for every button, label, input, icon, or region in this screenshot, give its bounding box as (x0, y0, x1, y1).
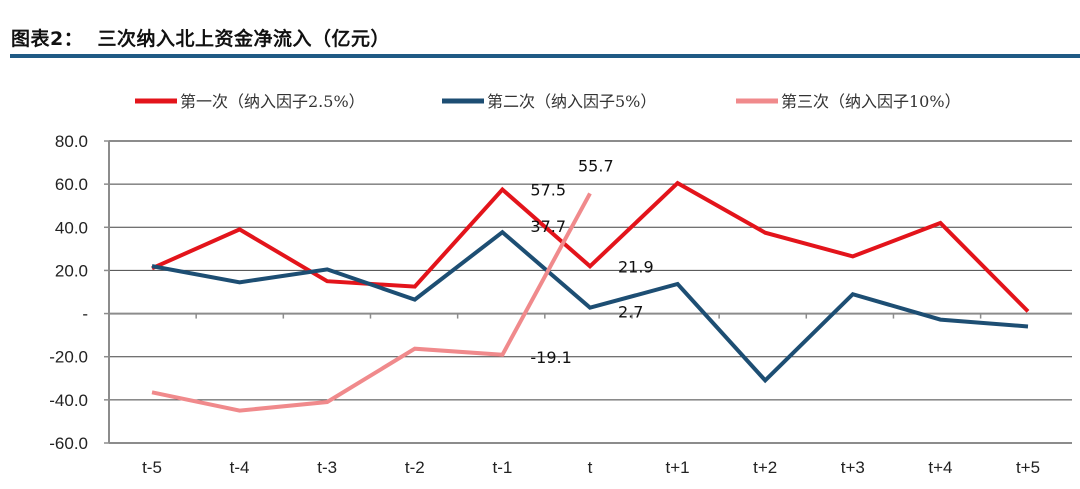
figure-label: 图表2： (11, 28, 84, 50)
y-tick-label: -40.0 (49, 391, 88, 410)
data-label: 57.5 (530, 181, 566, 200)
series-line-1 (151, 180, 1030, 313)
figure-title: 三次纳入北上资金净流入（亿元） (97, 28, 390, 50)
x-tick-label: t-2 (405, 458, 425, 477)
data-label: 37.7 (530, 217, 566, 236)
data-label: 21.9 (618, 257, 654, 276)
y-tick-label: -60.0 (49, 434, 88, 453)
legend-label-3: 第三次（纳入因子10%） (781, 92, 961, 111)
y-tick-label: 80.0 (55, 132, 88, 151)
series-line-3 (151, 192, 592, 413)
legend-label-2: 第二次（纳入因子5%） (487, 92, 656, 111)
y-tick-label: - (82, 305, 88, 324)
y-tick-label: -20.0 (49, 348, 88, 367)
x-tick-label: t (588, 458, 593, 477)
title-divider (10, 54, 1080, 58)
y-tick-label: 60.0 (55, 175, 88, 194)
data-label: -19.1 (530, 348, 571, 367)
x-tick-label: t-4 (230, 458, 250, 477)
x-tick-label: t+5 (1016, 458, 1040, 477)
chart-title: 图表2： 三次纳入北上资金净流入（亿元） (11, 24, 390, 51)
x-tick-label: t+2 (753, 458, 777, 477)
x-tick-label: t+1 (666, 458, 690, 477)
x-tick-label: t+4 (928, 458, 952, 477)
x-tick-label: t-3 (317, 458, 337, 477)
gridlines (109, 140, 1072, 444)
data-labels: 57.5 37.7 -19.1 55.7 21.9 2.7 (530, 156, 653, 366)
legend: 第一次（纳入因子2.5%） 第二次（纳入因子5%） 第三次（纳入因子10%） (135, 92, 961, 111)
series-lines (151, 180, 1030, 413)
legend-label-1: 第一次（纳入因子2.5%） (180, 92, 365, 111)
x-tick-label: t-5 (142, 458, 162, 477)
x-tick-label: t+3 (841, 458, 865, 477)
series-line-2 (151, 229, 1029, 384)
data-label: 2.7 (618, 303, 643, 322)
y-tick-label: 20.0 (55, 261, 88, 280)
y-tick-label: 40.0 (55, 218, 88, 237)
x-tick-label: t-1 (492, 458, 512, 477)
data-label: 55.7 (578, 156, 614, 175)
axes: 80.060.040.020.0--20.0-40.0-60.0t-5 t-4 t-… (49, 132, 1072, 477)
